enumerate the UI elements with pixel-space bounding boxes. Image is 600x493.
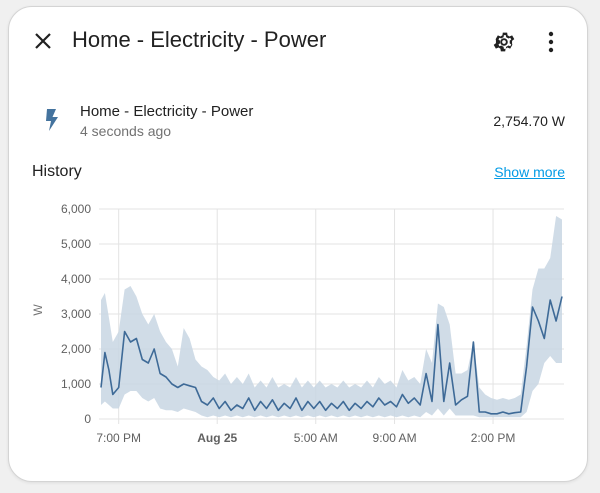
more-options-button[interactable] [539,29,563,55]
entity-state-row: Home - Electricity - Power 4 seconds ago… [9,95,587,145]
y-tick-label: 4,000 [61,272,91,286]
gear-icon [493,32,515,52]
entity-name: Home - Electricity - Power [80,103,254,120]
settings-button[interactable] [491,29,517,55]
close-button[interactable] [29,27,57,55]
y-tick-label: 0 [84,412,91,426]
x-tick-label: 7:00 PM [96,431,141,445]
y-tick-label: 2,000 [61,342,91,356]
power-series-line [100,296,563,415]
x-tick-label: 9:00 AM [373,431,417,445]
x-tick-label: 5:00 AM [294,431,338,445]
y-tick-label: 3,000 [61,307,91,321]
dots-vertical-icon [548,31,554,53]
entity-last-changed: 4 seconds ago [80,123,172,139]
min-max-band [101,216,562,418]
y-axis-label: W [31,304,45,316]
y-tick-label: 5,000 [61,237,91,251]
history-heading: History [32,163,82,180]
dialog-title: Home - Electricity - Power [72,27,327,52]
entity-state-value: 2,754.70 W [493,113,565,129]
flash-icon [46,109,58,131]
show-more-link[interactable]: Show more [494,164,565,180]
y-tick-label: 6,000 [61,202,91,216]
history-chart[interactable]: 0 1,000 2,000 3,000 4,000 5,000 6,000 7:00 PM A… [9,192,587,462]
close-icon [35,33,51,49]
x-tick-label: 2:00 PM [471,431,516,445]
x-tick-label: Aug 25 [197,431,237,445]
dialog-header: Home - Electricity - Power [9,7,587,77]
y-tick-label: 1,000 [61,377,91,391]
more-info-dialog: Home - Electricity - Power Home - Electr… [8,6,588,482]
